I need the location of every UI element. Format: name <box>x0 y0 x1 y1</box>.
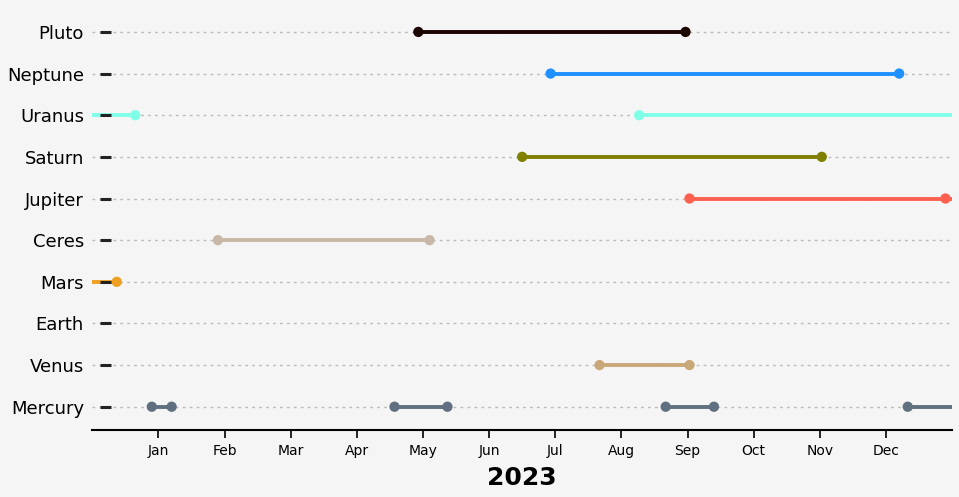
Point <box>386 403 402 411</box>
Point <box>128 111 143 119</box>
Point <box>814 153 830 161</box>
Point <box>514 153 529 161</box>
Point <box>109 278 125 286</box>
Point <box>632 111 647 119</box>
Point <box>164 403 179 411</box>
Point <box>901 403 916 411</box>
Point <box>422 236 437 244</box>
Point <box>543 70 558 78</box>
Point <box>706 403 721 411</box>
X-axis label: 2023: 2023 <box>487 466 557 490</box>
Point <box>410 28 426 36</box>
Point <box>678 28 693 36</box>
Point <box>144 403 159 411</box>
Point <box>592 361 607 369</box>
Point <box>440 403 456 411</box>
Point <box>892 70 907 78</box>
Point <box>658 403 673 411</box>
Point <box>938 194 953 202</box>
Point <box>682 361 697 369</box>
Point <box>210 236 225 244</box>
Point <box>682 194 697 202</box>
